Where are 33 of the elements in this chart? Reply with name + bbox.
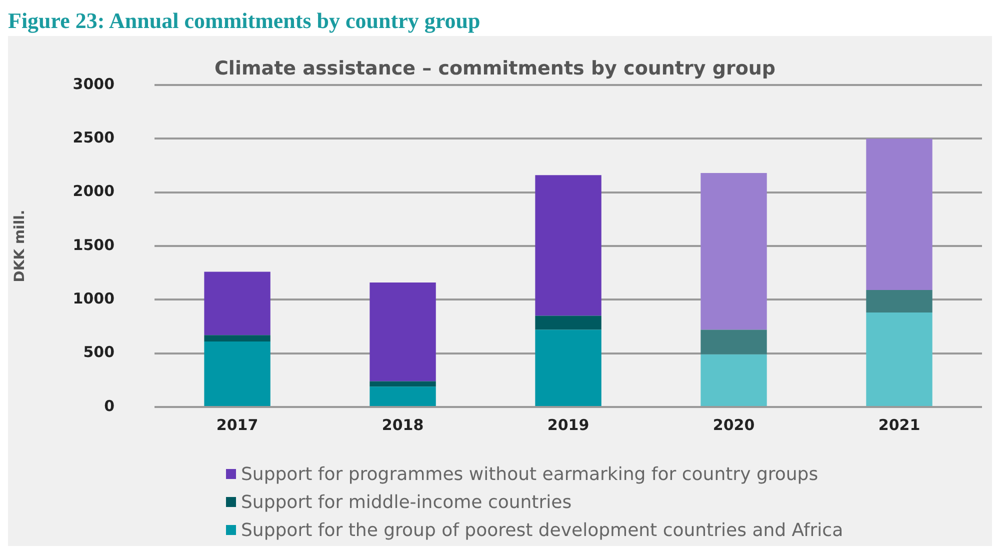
bar: [866, 290, 932, 313]
legend-label: Support for programmes without earmarking for country groups: [241, 464, 818, 484]
y-tick-label: 1000: [72, 290, 115, 308]
y-tick-label: 2500: [72, 128, 115, 147]
x-tick-label: 2017: [216, 416, 258, 434]
bar: [370, 282, 436, 382]
x-tick-label: 2020: [712, 416, 755, 434]
y-tick-label: 500: [83, 343, 115, 362]
bar: [204, 272, 270, 336]
y-tick-label: 0: [104, 396, 115, 415]
bar: [535, 175, 602, 316]
bar: [700, 173, 767, 330]
y-tick-label: 1500: [72, 236, 115, 254]
y-tick-label: 2000: [72, 182, 115, 200]
chart-subtitle: Climate assistance – commitments by country group: [214, 58, 776, 80]
chart-title: Figure 23: Annual commitments by country group: [8, 8, 482, 35]
bar: [700, 354, 767, 406]
bar: [204, 342, 270, 406]
y-axis-title: DKK mill.: [12, 210, 28, 282]
bar: [866, 138, 932, 290]
x-tick-label: 2019: [547, 416, 590, 434]
bar: [535, 330, 602, 406]
legend-label: Support for the group of poorest development countries and Africa: [241, 520, 844, 540]
bar: [535, 316, 602, 330]
bar: [204, 335, 270, 342]
y-tick-label: 3000: [72, 74, 115, 93]
bar: [370, 386, 436, 406]
legend-label: Support for middle-income countries: [241, 492, 572, 512]
bar: [866, 312, 932, 406]
x-tick-label: 2021: [878, 416, 920, 434]
bar: [700, 330, 767, 354]
x-tick-label: 2018: [382, 416, 424, 434]
bar: [370, 381, 436, 387]
